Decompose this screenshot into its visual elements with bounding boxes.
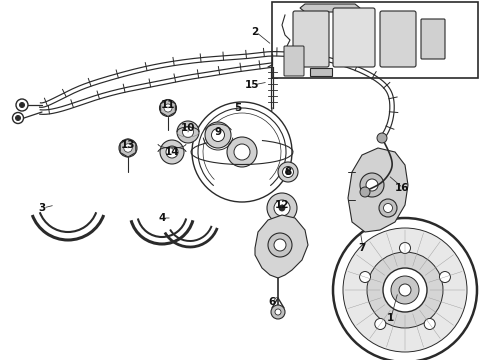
- Circle shape: [16, 116, 21, 121]
- Text: 14: 14: [165, 147, 179, 157]
- Circle shape: [279, 205, 285, 211]
- Circle shape: [267, 193, 297, 223]
- Circle shape: [160, 99, 176, 117]
- Text: 12: 12: [275, 200, 289, 210]
- Circle shape: [379, 199, 397, 217]
- Text: 11: 11: [161, 100, 175, 110]
- Text: 4: 4: [158, 213, 166, 223]
- Circle shape: [274, 200, 290, 216]
- Circle shape: [234, 144, 250, 160]
- Circle shape: [399, 243, 411, 253]
- Circle shape: [274, 239, 286, 251]
- Circle shape: [227, 137, 257, 167]
- FancyBboxPatch shape: [333, 8, 375, 67]
- Text: 7: 7: [358, 243, 366, 253]
- Text: 8: 8: [284, 167, 292, 177]
- FancyBboxPatch shape: [380, 11, 416, 67]
- Polygon shape: [300, 4, 360, 12]
- FancyBboxPatch shape: [293, 11, 329, 67]
- Circle shape: [177, 121, 199, 143]
- Circle shape: [391, 276, 419, 304]
- Polygon shape: [120, 139, 136, 157]
- Circle shape: [399, 284, 411, 296]
- Circle shape: [124, 144, 132, 152]
- Circle shape: [164, 104, 172, 112]
- Text: 5: 5: [234, 103, 242, 113]
- Text: 2: 2: [251, 27, 259, 37]
- Text: 16: 16: [395, 183, 409, 193]
- Circle shape: [333, 218, 477, 360]
- Text: 13: 13: [121, 140, 135, 150]
- Circle shape: [360, 187, 370, 197]
- Text: 6: 6: [269, 297, 275, 307]
- Circle shape: [268, 233, 292, 257]
- Circle shape: [182, 126, 194, 138]
- Circle shape: [377, 133, 387, 143]
- Circle shape: [16, 99, 28, 111]
- Circle shape: [440, 271, 450, 283]
- Text: 15: 15: [245, 80, 259, 90]
- Polygon shape: [161, 99, 175, 117]
- Circle shape: [366, 179, 378, 191]
- Text: 1: 1: [387, 313, 393, 323]
- Circle shape: [360, 173, 384, 197]
- Polygon shape: [255, 215, 308, 278]
- Circle shape: [119, 139, 137, 157]
- Circle shape: [343, 228, 467, 352]
- Polygon shape: [348, 148, 408, 232]
- Circle shape: [164, 104, 172, 112]
- Circle shape: [360, 271, 370, 283]
- Text: 10: 10: [181, 123, 195, 133]
- Circle shape: [166, 146, 178, 158]
- Circle shape: [123, 144, 132, 153]
- Polygon shape: [272, 2, 478, 78]
- Circle shape: [13, 112, 24, 123]
- Circle shape: [424, 319, 435, 329]
- Circle shape: [271, 305, 285, 319]
- Circle shape: [160, 140, 184, 164]
- Circle shape: [212, 129, 224, 141]
- Circle shape: [205, 122, 231, 148]
- Text: 9: 9: [215, 127, 221, 137]
- Circle shape: [192, 102, 292, 202]
- Circle shape: [275, 309, 281, 315]
- Circle shape: [278, 162, 298, 182]
- Circle shape: [367, 252, 443, 328]
- Circle shape: [283, 166, 294, 177]
- Circle shape: [375, 319, 386, 329]
- Circle shape: [383, 268, 427, 312]
- FancyBboxPatch shape: [421, 19, 445, 59]
- Circle shape: [286, 170, 291, 175]
- FancyBboxPatch shape: [284, 46, 304, 76]
- Polygon shape: [310, 68, 332, 76]
- Text: 3: 3: [38, 203, 46, 213]
- Circle shape: [20, 103, 25, 108]
- Circle shape: [384, 203, 392, 212]
